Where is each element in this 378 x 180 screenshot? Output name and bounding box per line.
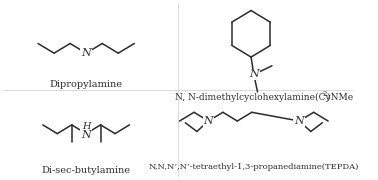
Text: N,N,N’,N’-tetraethyl-1,3-propanediamine(TEPDA): N,N,N’,N’-tetraethyl-1,3-propanediamine(… xyxy=(149,163,359,171)
Text: N: N xyxy=(81,48,91,58)
Text: H: H xyxy=(82,122,90,131)
Text: N: N xyxy=(81,130,91,140)
Text: Di-sec-butylamine: Di-sec-butylamine xyxy=(42,166,131,175)
Text: N: N xyxy=(249,69,259,80)
Text: N: N xyxy=(204,116,213,126)
Text: ): ) xyxy=(326,93,330,102)
Text: N, N-dimethylcyclohexylamine(CyNMe: N, N-dimethylcyclohexylamine(CyNMe xyxy=(175,93,353,102)
Text: N: N xyxy=(294,116,304,126)
Text: 2: 2 xyxy=(322,91,327,98)
Text: Dipropylamine: Dipropylamine xyxy=(50,80,122,89)
